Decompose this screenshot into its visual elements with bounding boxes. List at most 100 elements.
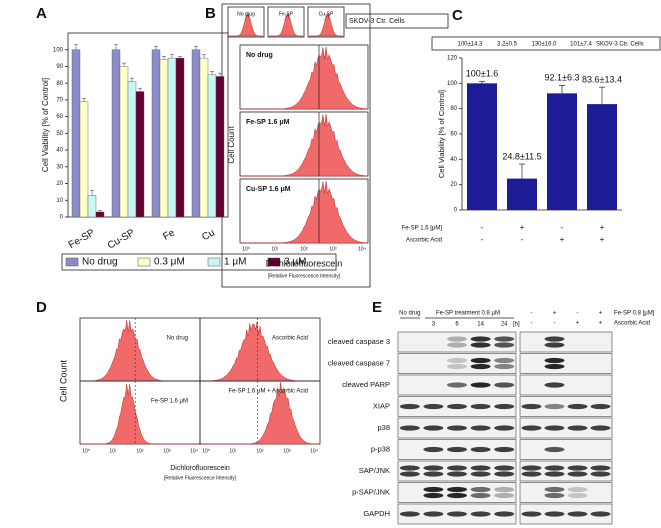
protein-label: GAPDH xyxy=(363,509,390,518)
blot-band xyxy=(399,471,420,477)
blot-band xyxy=(521,403,542,410)
value-label: 100±1.6 xyxy=(466,69,498,79)
panel-label: A xyxy=(36,5,47,22)
header-value: 101±7.4 xyxy=(570,42,592,48)
blot-band xyxy=(423,425,444,431)
blot-band xyxy=(494,486,515,493)
condition-sign: - xyxy=(561,223,564,232)
x-axis-sublabel: [Relative Fluorescence Intensity] xyxy=(164,475,237,481)
blot-band xyxy=(521,471,542,477)
condition-sign: - xyxy=(554,321,556,327)
value-label: 92.1±6.3 xyxy=(545,73,580,83)
blot-band xyxy=(494,363,515,370)
blot-frame xyxy=(397,482,517,503)
bar xyxy=(587,104,617,210)
blot-band xyxy=(423,486,444,493)
y-tick-label: 90 xyxy=(56,64,63,70)
header-frame xyxy=(431,36,661,51)
condition-sign: - xyxy=(481,235,484,244)
plot-frame xyxy=(67,32,229,218)
panel-name: Fe-SP 1.6 μM + Ascorbic Acid xyxy=(228,389,308,395)
bar xyxy=(111,49,121,218)
blot-band xyxy=(567,465,588,471)
blot-band xyxy=(544,511,565,517)
blot-band xyxy=(567,492,588,499)
y-tick-label: 120 xyxy=(447,56,458,62)
blot-band xyxy=(447,382,467,388)
blot-band xyxy=(399,511,420,517)
blot-band xyxy=(494,471,515,477)
blot-band xyxy=(423,471,444,477)
bar xyxy=(199,57,209,218)
x-tick-label: Fe xyxy=(161,227,177,243)
blot-frame xyxy=(519,331,613,353)
condition-sign: + xyxy=(553,311,557,317)
strip-frame xyxy=(307,6,345,38)
condition-sign: - xyxy=(521,235,524,244)
histogram xyxy=(241,46,368,110)
y-tick-label: 0 xyxy=(454,208,458,214)
blot-band xyxy=(447,511,467,517)
y-axis-label: Cell Count xyxy=(58,359,68,402)
blot-band xyxy=(470,446,491,453)
x-axis-sublabel: [Relative Fluorescence Intensity] xyxy=(268,273,341,279)
strip-note-frame xyxy=(345,13,449,29)
bar xyxy=(135,91,145,218)
condition-sign: - xyxy=(531,321,533,327)
blot-frame xyxy=(397,353,517,374)
blot-band xyxy=(447,363,467,370)
panel-name: Fe-SP 1.6 μM xyxy=(151,399,188,405)
blot-frame xyxy=(519,396,613,417)
histogram xyxy=(241,180,368,244)
x-tick-label: 10³ xyxy=(163,448,171,454)
blot-frame xyxy=(519,460,613,482)
y-tick-label: 40 xyxy=(450,157,457,163)
histogram xyxy=(241,113,368,177)
panel-name: Fe-SP 1.6 μM xyxy=(246,119,290,126)
blot-band xyxy=(590,403,611,410)
x-tick-label: 10³ xyxy=(283,448,291,454)
blot-band xyxy=(544,486,565,493)
protein-label: cleaved caspase 3 xyxy=(328,337,390,346)
condition-sign: + xyxy=(600,235,605,244)
blot-band xyxy=(470,336,491,342)
condition-sign: + xyxy=(600,223,605,232)
bar xyxy=(79,101,89,218)
y-tick-label: 0 xyxy=(60,215,64,221)
blot-band xyxy=(590,465,611,471)
bar xyxy=(467,83,497,210)
blot-band xyxy=(544,382,565,388)
header-value: 100±14.3 xyxy=(458,42,484,48)
blot-band xyxy=(447,486,467,493)
blot-frame xyxy=(519,482,613,503)
blot-band xyxy=(447,403,467,410)
x-tick-label: 10⁴ xyxy=(358,246,366,252)
blot-band xyxy=(447,471,467,477)
time-label: 6 xyxy=(455,322,459,328)
blot-band xyxy=(544,465,565,471)
panel-label: E xyxy=(372,299,382,316)
protein-label: p-p38 xyxy=(371,444,390,453)
strip-frame xyxy=(227,6,265,38)
bar xyxy=(87,195,97,218)
y-tick-label: 20 xyxy=(450,182,457,188)
value-label: 83.6±13.4 xyxy=(582,75,622,85)
blot-frame xyxy=(519,503,613,525)
x-tick-label: Cu-SP xyxy=(106,227,137,251)
header-label: SKOV-3 Ctr. Cells xyxy=(596,42,644,48)
blot-band xyxy=(521,425,542,431)
blot-band xyxy=(470,363,491,370)
x-tick-label: 10⁰ xyxy=(242,246,250,252)
blot-band xyxy=(447,465,467,471)
blot-band xyxy=(544,403,565,410)
panel-b-frame xyxy=(221,3,371,288)
blot-band xyxy=(494,403,515,410)
blot-band xyxy=(470,403,491,410)
blot-band xyxy=(544,471,565,477)
blot-band xyxy=(544,363,565,370)
blot-band xyxy=(423,465,444,471)
blot-band xyxy=(470,465,491,471)
x-tick-label: 10⁰ xyxy=(202,448,210,454)
blot-band xyxy=(399,465,420,471)
bar xyxy=(71,49,81,218)
